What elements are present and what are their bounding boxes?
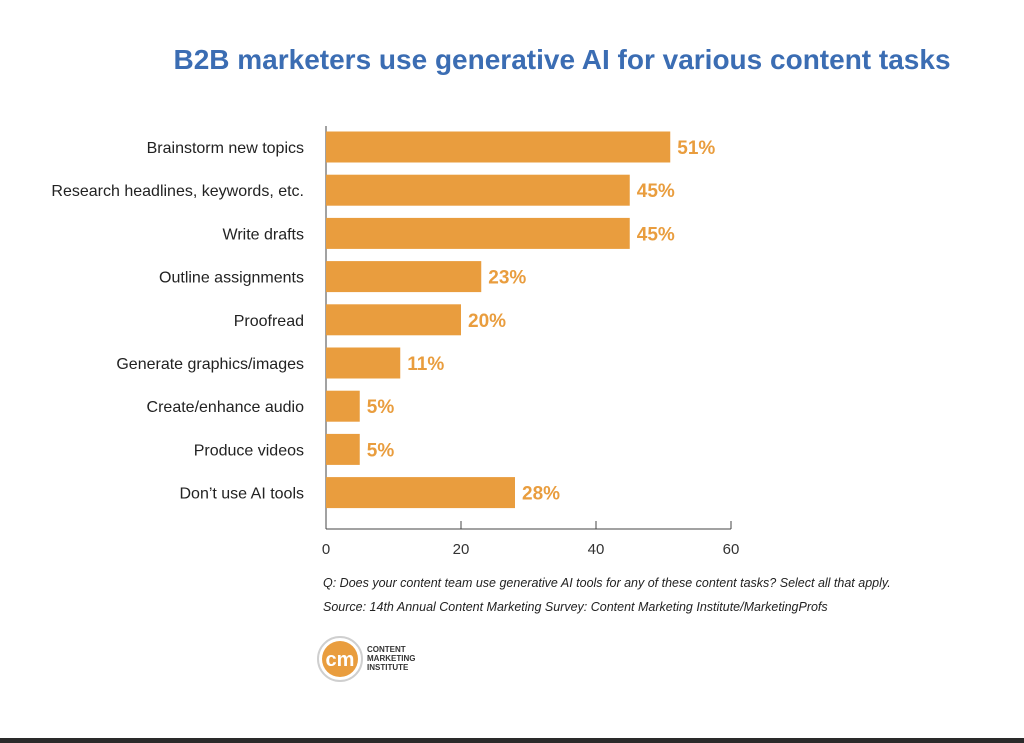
cmi-logo-icon: cm: [317, 636, 363, 682]
value-label: 11%: [407, 354, 444, 375]
bar: [326, 433, 360, 465]
bar: [326, 261, 482, 293]
logo-line-1: CONTENT: [367, 645, 406, 654]
survey-question-note: Q: Does your content team use generative…: [323, 576, 891, 590]
category-label: Write drafts: [223, 226, 305, 243]
category-label: Research headlines, keywords, etc.: [51, 183, 304, 200]
value-label: 5%: [367, 440, 395, 461]
logo-line-3: INSTITUTE: [367, 663, 409, 672]
value-label: 51%: [677, 138, 715, 159]
value-label: 45%: [637, 224, 675, 245]
bottom-border: [0, 738, 1024, 743]
bar: [326, 131, 671, 163]
logo-wordmark: CONTENT MARKETING INSTITUTE: [367, 645, 415, 672]
value-label: 28%: [522, 484, 560, 505]
category-label: Outline assignments: [159, 270, 304, 287]
category-label: Proofread: [234, 313, 304, 330]
x-tick-label: 40: [588, 541, 605, 558]
bar: [326, 347, 401, 379]
value-label: 45%: [637, 181, 675, 202]
value-label: 5%: [367, 397, 395, 418]
bar: [326, 174, 630, 206]
category-label: Brainstorm new topics: [147, 140, 304, 157]
category-label: Create/enhance audio: [147, 399, 305, 416]
bar: [326, 304, 461, 336]
x-tick-label: 20: [453, 541, 470, 558]
category-label: Don’t use AI tools: [179, 486, 304, 503]
bar: [326, 477, 515, 509]
bar: [326, 217, 630, 249]
x-tick-label: 60: [723, 541, 740, 558]
category-label: Produce videos: [194, 442, 304, 459]
chart-title: B2B marketers use generative AI for vari…: [173, 44, 951, 75]
value-label: 20%: [468, 311, 506, 332]
logo-line-2: MARKETING: [367, 654, 416, 663]
x-tick-label: 0: [322, 541, 330, 558]
bar-chart: 0 20 40 60 Brainstorm new topics 51% Research …: [51, 126, 740, 558]
category-label: Generate graphics/images: [116, 356, 304, 373]
bar: [326, 390, 360, 422]
source-note: Source: 14th Annual Content Marketing Su…: [323, 600, 828, 614]
value-label: 23%: [488, 268, 526, 289]
logo-mark: cm: [326, 649, 355, 671]
